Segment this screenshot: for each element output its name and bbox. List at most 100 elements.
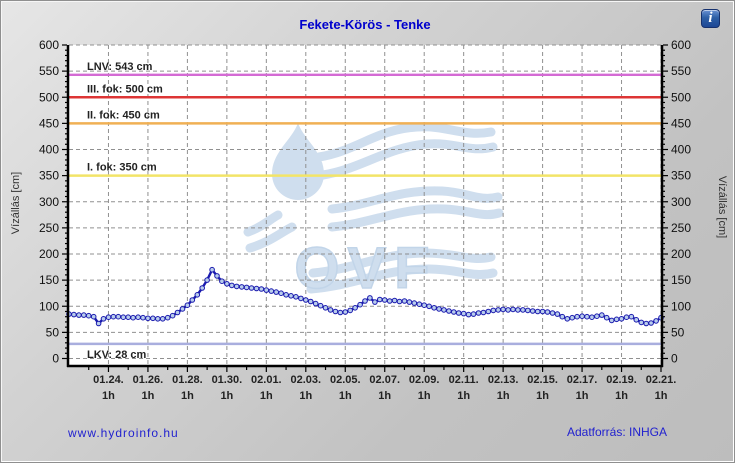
ticks xyxy=(62,44,668,372)
data-point xyxy=(100,316,107,322)
wave-icon xyxy=(243,210,283,237)
y-tick-label: 50 xyxy=(46,325,60,339)
data-point xyxy=(638,319,645,326)
data-point xyxy=(164,314,171,321)
wave-icon xyxy=(306,264,498,294)
reference-labels: LNV: 543 cm III. fok: 500 cm II. fok: 450 … xyxy=(87,61,163,361)
x-tick-sublabel: 1h xyxy=(615,390,628,402)
data-point xyxy=(441,307,447,313)
x-tick-sublabel: 1h xyxy=(536,390,549,402)
data-point xyxy=(248,285,255,291)
data-point xyxy=(293,294,299,300)
data-point xyxy=(574,313,580,320)
y-tick-label: 150 xyxy=(671,273,691,287)
data-point xyxy=(431,305,437,311)
data-point xyxy=(347,307,354,314)
wave-icon xyxy=(245,222,297,253)
data-point xyxy=(584,313,590,320)
data-point xyxy=(500,306,506,313)
data-point xyxy=(130,314,136,321)
data-point xyxy=(307,298,314,305)
data-point xyxy=(283,292,289,298)
data-point xyxy=(209,266,215,273)
x-tick-label: 01.26. xyxy=(133,374,164,386)
data-point xyxy=(465,311,472,318)
data-point xyxy=(401,298,408,304)
x-tick-sublabel: 1h xyxy=(655,390,668,402)
x-tick-label: 02.07. xyxy=(369,374,400,386)
reference-line-label: II. fok: 450 cm xyxy=(87,109,160,121)
data-point xyxy=(115,313,122,320)
reference-line-label: I. fok: 350 cm xyxy=(87,162,157,174)
info-button[interactable]: i xyxy=(701,9,720,28)
data-point xyxy=(199,285,205,291)
data-point xyxy=(298,295,304,302)
wave-icon xyxy=(308,248,496,278)
data-point xyxy=(613,316,620,323)
data-point xyxy=(253,285,260,292)
data-point xyxy=(140,314,146,321)
x-tick-sublabel: 1h xyxy=(142,390,155,402)
x-tick-sublabel: 1h xyxy=(102,390,115,402)
y-tick-label: 300 xyxy=(39,195,59,209)
data-point xyxy=(416,301,423,308)
data-point xyxy=(564,316,571,322)
x-tick-sublabel: 1h xyxy=(418,390,431,402)
data-point xyxy=(179,306,186,312)
data-point xyxy=(214,273,220,279)
data-point xyxy=(145,315,151,322)
website-link[interactable]: www.hydroinfo.hu xyxy=(68,426,179,440)
data-point xyxy=(278,290,284,297)
x-tick-label: 02.17. xyxy=(567,374,598,386)
x-tick-sublabel: 1h xyxy=(299,390,312,402)
data-point xyxy=(372,299,378,305)
data-point xyxy=(618,316,625,322)
y-tick-label: 0 xyxy=(671,352,678,366)
tick-labels: 0 0 50 50 100 100 150 150 200 200 250 250 300 300 350 3… xyxy=(39,38,691,402)
x-tick-label: 02.01. xyxy=(251,374,282,386)
data-point xyxy=(485,308,492,315)
data-source-label: Adatforrás: INHGA xyxy=(566,425,667,439)
data-point xyxy=(391,297,398,304)
data-point xyxy=(224,281,230,287)
data-point xyxy=(455,310,462,316)
data-point xyxy=(594,313,600,320)
data-point xyxy=(480,309,487,316)
data-point xyxy=(628,313,635,320)
data-point xyxy=(120,314,127,321)
x-tick-sublabel: 1h xyxy=(220,390,233,402)
data-point xyxy=(599,312,605,318)
data-point xyxy=(603,314,610,321)
data-point xyxy=(406,299,413,305)
watermark-text: OVF xyxy=(294,236,437,301)
page-title: Fekete-Körös - Tenke xyxy=(299,17,431,32)
data-point xyxy=(155,316,161,322)
y-tick-label: 350 xyxy=(671,169,691,183)
y-tick-label: 200 xyxy=(671,247,691,261)
data-point xyxy=(71,311,77,318)
data-point xyxy=(495,307,502,313)
data-point xyxy=(643,320,650,327)
data-point xyxy=(362,298,368,304)
y-tick-label: 250 xyxy=(671,221,691,235)
data-point xyxy=(273,289,280,295)
data-point xyxy=(520,307,526,313)
x-tick-sublabel: 1h xyxy=(457,390,470,402)
data-point xyxy=(436,306,442,312)
data-point xyxy=(352,305,358,311)
reference-line-label: LNV: 543 cm xyxy=(87,61,153,73)
waterdrop-icon xyxy=(272,123,324,200)
watermark-logo: OVF xyxy=(243,122,504,302)
x-tick-label: 01.24. xyxy=(93,374,124,386)
data-point xyxy=(579,313,585,320)
x-tick-sublabel: 1h xyxy=(378,390,391,402)
y-tick-label: 100 xyxy=(671,299,691,313)
y-tick-label: 250 xyxy=(39,221,59,235)
x-tick-sublabel: 1h xyxy=(576,390,589,402)
data-point xyxy=(288,293,294,299)
data-point xyxy=(184,302,191,309)
axes xyxy=(66,45,664,368)
data-point xyxy=(238,284,245,290)
data-point xyxy=(342,309,349,315)
